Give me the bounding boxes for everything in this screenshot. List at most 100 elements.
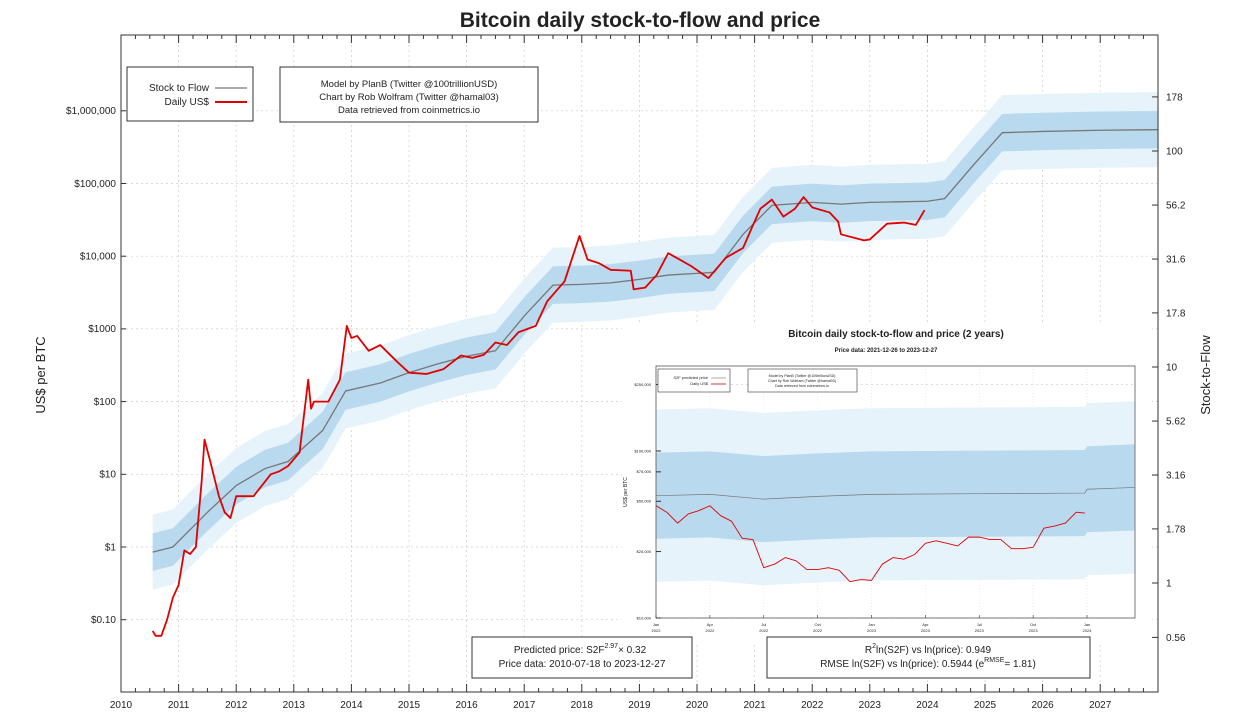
x-tick-label: 2025 <box>974 700 997 711</box>
credit-chart: Chart by Rob Wolfram (Twitter @hamal03) <box>319 92 498 103</box>
inset-bands <box>656 401 1135 586</box>
r2-sup: 2 <box>872 643 876 650</box>
y2-axis-label: Stock-to-Flow <box>1198 335 1213 415</box>
x-tick-label: 2010 <box>110 700 133 711</box>
prediction-box: Predicted price: S2F2.97× 0.32 Price dat… <box>471 636 693 679</box>
x-tick-label: 2026 <box>1031 700 1054 711</box>
y2-tick-label: 1 <box>1166 579 1172 590</box>
inset-credits-box: Model by PlanB (Twitter @100trillionUSD)… <box>747 368 858 393</box>
inset-x-tick-month: Jan <box>1084 622 1090 627</box>
y2-tick-label: 100 <box>1166 147 1183 158</box>
inset-x-tick-year: 2023 <box>975 628 985 633</box>
inset-legend-label-s2f: S2F predicted price <box>673 375 708 380</box>
inset-plot-frame <box>655 365 1136 619</box>
price-line <box>151 196 926 637</box>
y2-tick-label: 56.2 <box>1166 201 1186 212</box>
y-tick-label: $75,000 <box>637 469 652 474</box>
rmse-sup: RMSE <box>984 657 1005 664</box>
legend-label-s2f: Stock to Flow <box>149 83 210 94</box>
inset-x-tick-month: Jan <box>868 622 874 627</box>
inset-legend-label-price: Daily US$ <box>690 381 709 386</box>
y-tick-label: $50,000 <box>637 499 652 504</box>
inset-lines <box>656 487 1135 583</box>
predicted-exponent: 2.97 <box>604 643 618 650</box>
main-lines <box>151 129 1158 637</box>
x-tick-label: 2027 <box>1089 700 1112 711</box>
credits-box: Model by PlanB (Twitter @100trillionUSD)… <box>279 66 539 123</box>
statistics-box: R2ln(S2F) vs ln(price): 0.949 RMSE ln(S2… <box>766 636 1091 679</box>
y-tick-label: $100 <box>94 397 117 408</box>
predicted-suffix: × 0.32 <box>618 645 647 656</box>
y2-tick-label: 178 <box>1166 92 1183 103</box>
y-tick-label: $100,000 <box>634 448 651 453</box>
predicted-prefix: Predicted price: S2F <box>514 645 605 656</box>
x-tick-label: 2013 <box>283 700 306 711</box>
y-tick-label: $10 <box>99 470 116 481</box>
x-tick-label: 2024 <box>916 700 939 711</box>
inset-x-tick-year: 2024 <box>1083 628 1093 633</box>
inset-x-tick-month: Oct <box>815 622 822 627</box>
predicted-price-formula: Predicted price: S2F2.97× 0.32 <box>514 643 647 656</box>
r2-prefix: R <box>865 645 872 656</box>
x-tick-label: 2018 <box>571 700 594 711</box>
r-squared: R2ln(S2F) vs ln(price): 0.949 <box>865 643 992 656</box>
inset-credit-chart: Chart by Rob Wolfram (Twitter @hamal03) <box>768 379 836 383</box>
y2-tick-label: 31.6 <box>1166 255 1186 266</box>
x-tick-label: 2019 <box>628 700 651 711</box>
y-tick-label: $1 <box>105 542 117 553</box>
y-tick-label: $100,000 <box>74 179 116 190</box>
inset-x-tick-month: Jul <box>761 622 766 627</box>
main-axes: $0.10 $1 $10 $100 $1000 $10,000 $100,000 $1,000… <box>66 35 1186 711</box>
inset-title: Bitcoin daily stock-to-flow and price (2… <box>788 329 1004 340</box>
y-tick-label: $0.10 <box>91 615 116 626</box>
x-tick-label: 2014 <box>340 700 363 711</box>
credit-data: Data retrieved from coinmetrics.io <box>338 105 480 116</box>
inset-x-tick-year: 2023 <box>1029 628 1039 633</box>
x-tick-label: 2023 <box>859 700 882 711</box>
y2-tick-label: 17.8 <box>1166 308 1186 319</box>
inset-x-tick-month: Jan <box>653 622 659 627</box>
y-tick-label: $10,000 <box>80 252 117 263</box>
y2-tick-label: 5.62 <box>1166 417 1186 428</box>
legend: Stock to Flow Daily US$ <box>126 66 254 122</box>
stock-to-flow-line <box>656 487 1135 500</box>
x-tick-label: 2022 <box>801 700 824 711</box>
rmse: RMSE ln(S2F) vs ln(price): 0.5944 (eRMSE… <box>820 657 1036 670</box>
y-tick-label: $10,000 <box>637 615 652 620</box>
x-tick-label: 2017 <box>513 700 536 711</box>
inset-x-tick-year: 2022 <box>705 628 715 633</box>
inset-x-tick-year: 2022 <box>813 628 823 633</box>
y-tick-label: $250,000 <box>634 382 651 387</box>
y-axis-label: US$ per BTC <box>33 336 48 413</box>
rmse-suffix: = 1.81) <box>1004 659 1035 670</box>
y2-tick-label: 1.78 <box>1166 524 1186 535</box>
rmse-prefix: RMSE ln(S2F) vs ln(price): 0.5944 (e <box>820 659 984 670</box>
y-tick-label: $25,000 <box>637 549 652 554</box>
inset-x-tick-month: Jul <box>977 622 982 627</box>
inset-legend: S2F predicted price Daily US$ <box>657 368 731 393</box>
main-bands <box>152 92 1158 590</box>
y2-tick-label: 3.16 <box>1166 471 1186 482</box>
inset-x-tick-year: 2022 <box>759 628 769 633</box>
price-line <box>656 505 1085 583</box>
stock-to-flow-line <box>152 129 1158 553</box>
x-tick-label: 2012 <box>225 700 248 711</box>
inset-subtitle: Price data: 2021-12-26 to 2023-12-27 <box>835 348 938 354</box>
legend-label-price: Daily US$ <box>165 97 210 108</box>
inset-credit-model: Model by PlanB (Twitter @100trillionUSD) <box>769 374 836 378</box>
x-tick-label: 2011 <box>168 700 190 711</box>
inset-y-axis-label: US$ per BTC <box>623 477 629 507</box>
inset-axes: $10,000 $25,000 $50,000 $75,000 $100,000 $250… <box>634 382 1092 633</box>
inset-x-tick-month: Apr <box>707 622 714 627</box>
r2-suffix: ln(S2F) vs ln(price): 0.949 <box>876 645 991 656</box>
x-tick-label: 2020 <box>686 700 709 711</box>
inset-x-tick-year: 2022 <box>652 628 662 633</box>
price-data-range: Price data: 2010-07-18 to 2023-12-27 <box>499 659 666 670</box>
x-tick-label: 2016 <box>455 700 478 711</box>
inset-x-tick-month: Oct <box>1030 622 1037 627</box>
y2-tick-label: 0.56 <box>1166 633 1186 644</box>
y-tick-label: $1,000,000 <box>66 106 116 117</box>
credit-model: Model by PlanB (Twitter @100trillionUSD) <box>321 79 497 90</box>
inset-chart: Bitcoin daily stock-to-flow and price (2… <box>622 322 1152 645</box>
